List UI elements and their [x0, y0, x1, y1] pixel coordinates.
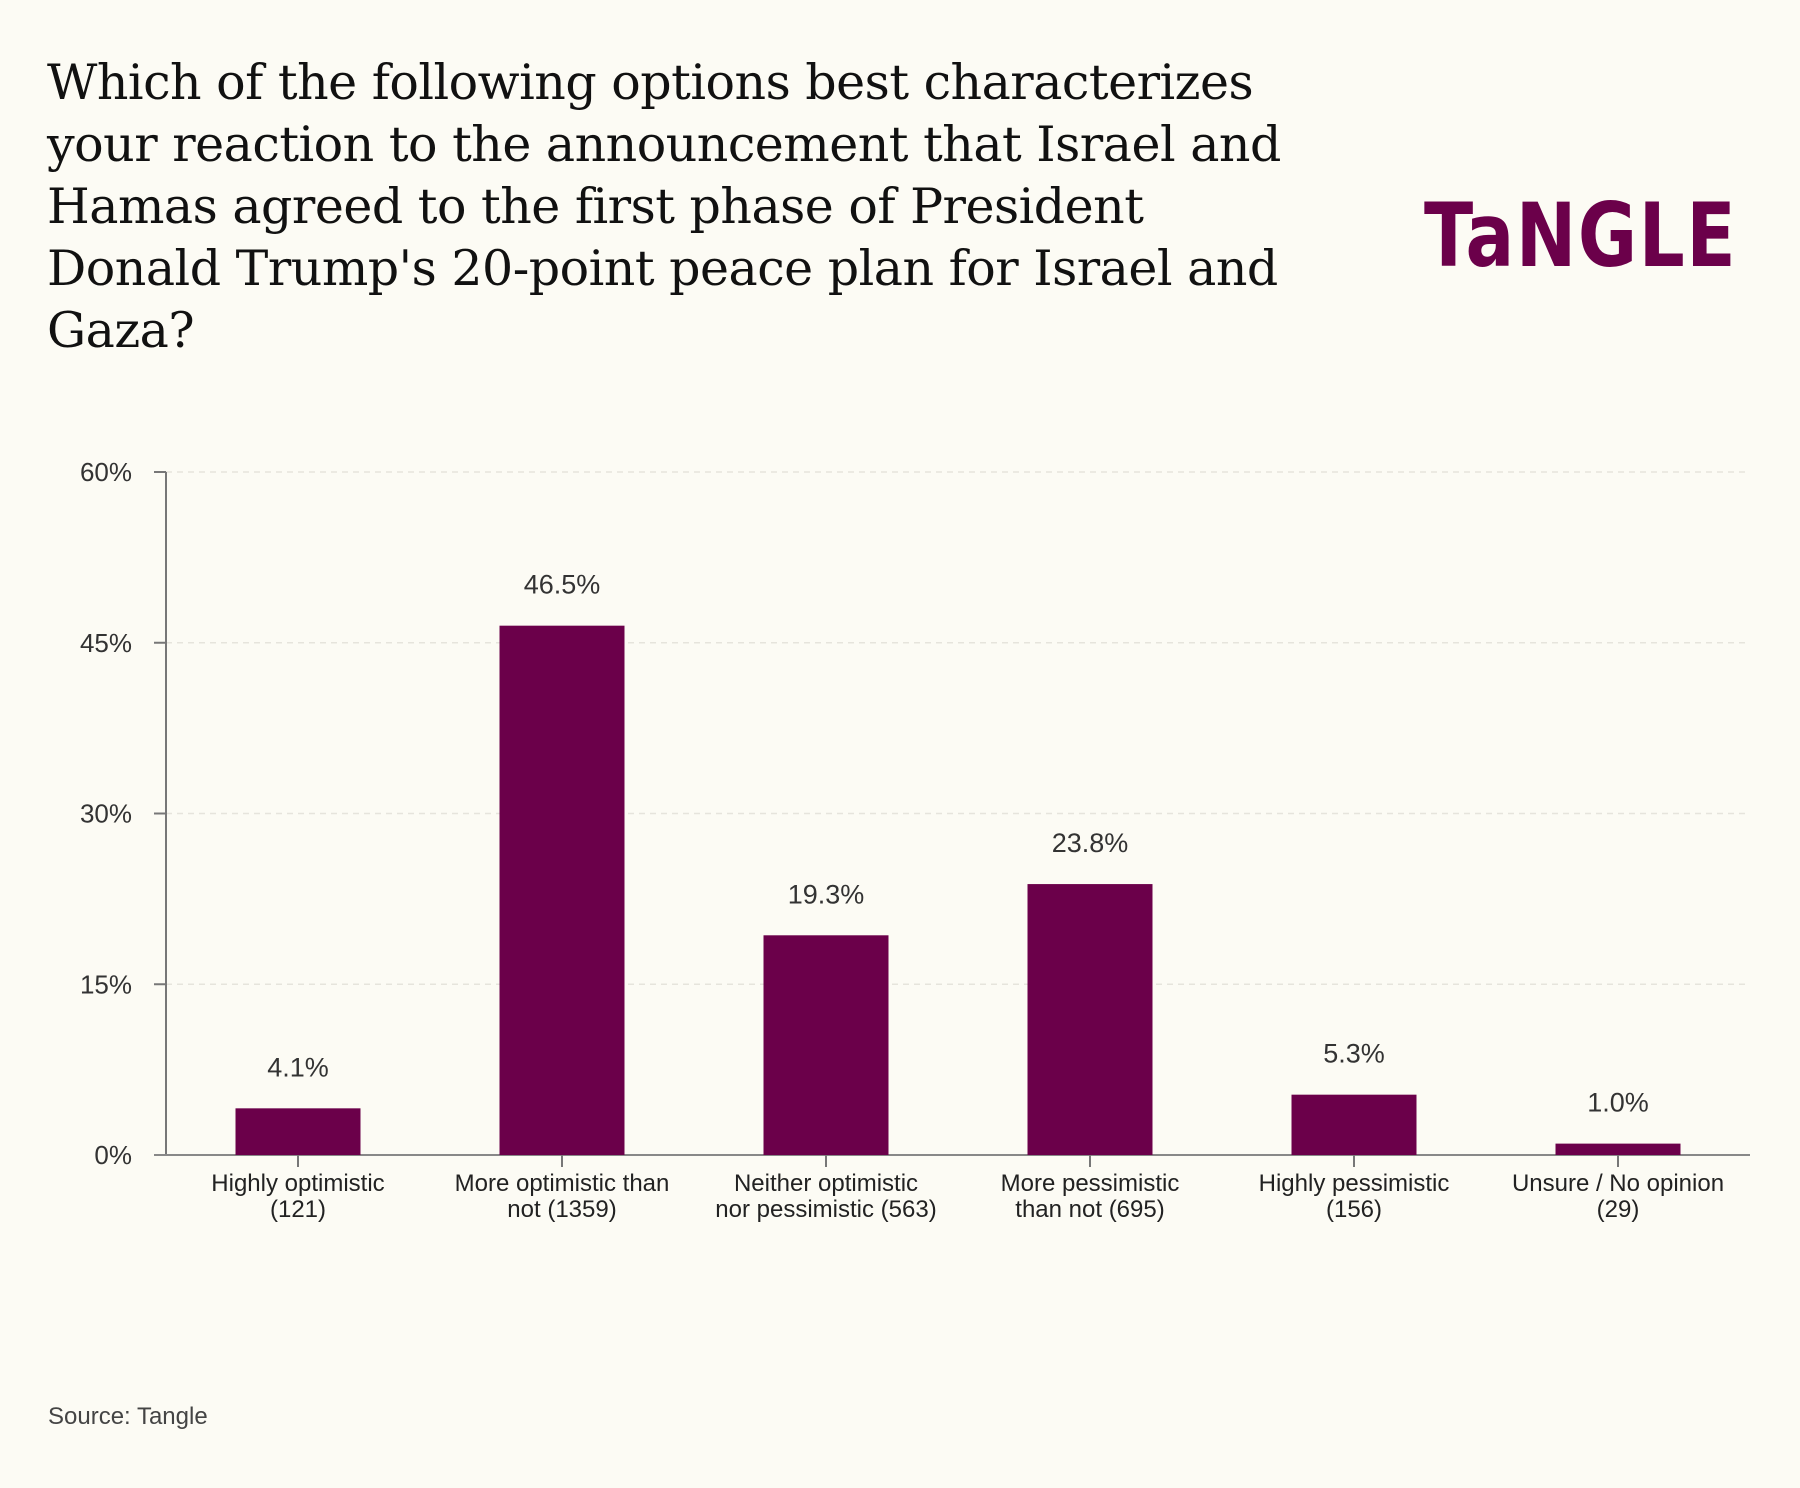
bar — [1555, 1143, 1681, 1155]
value-label: 1.0% — [1587, 1088, 1649, 1118]
gridlines — [166, 471, 1750, 985]
x-tick-label: not (1359) — [507, 1196, 616, 1223]
x-tick-label: nor pessimistic (563) — [715, 1196, 936, 1223]
bar — [499, 625, 625, 1155]
x-tick-label: More pessimistic — [1001, 1170, 1180, 1197]
y-tick-label: 0% — [94, 1140, 132, 1170]
bars — [235, 625, 1681, 1155]
tangle-logo: TaNGLE — [1424, 184, 1738, 287]
x-tick-label: Highly optimistic — [211, 1170, 384, 1197]
value-label: 4.1% — [267, 1052, 329, 1082]
bar — [235, 1108, 361, 1155]
y-tick-label: 45% — [80, 628, 132, 658]
y-tick-label: 15% — [80, 969, 132, 999]
value-label: 5.3% — [1323, 1039, 1385, 1069]
x-tick-label: Neither optimistic — [734, 1170, 918, 1197]
source-note: Source: Tangle — [48, 1403, 208, 1430]
x-tick-label: Unsure / No opinion — [1512, 1170, 1724, 1197]
x-tick-label: than not (695) — [1015, 1196, 1164, 1223]
x-tick-label: Highly pessimistic — [1259, 1170, 1450, 1197]
y-tick-label: 30% — [80, 799, 132, 829]
x-tick-label: (156) — [1326, 1196, 1382, 1223]
x-tick-label: More optimistic than — [455, 1170, 670, 1197]
value-label: 19.3% — [788, 879, 865, 909]
axes — [154, 471, 1750, 1167]
labels: 0% 15% 30% 45% 60% 4.1% Highly optimistic(121)… — [80, 457, 1724, 1223]
value-label: 46.5% — [524, 570, 601, 600]
x-tick-label: (121) — [270, 1196, 326, 1223]
bar — [1291, 1094, 1417, 1155]
bar — [1027, 884, 1153, 1155]
y-tick-label: 60% — [80, 457, 132, 487]
value-label: 23.8% — [1052, 828, 1129, 858]
chart-title: Which of the following options best char… — [47, 54, 1281, 359]
x-tick-label: (29) — [1597, 1196, 1640, 1223]
bar — [763, 935, 889, 1155]
